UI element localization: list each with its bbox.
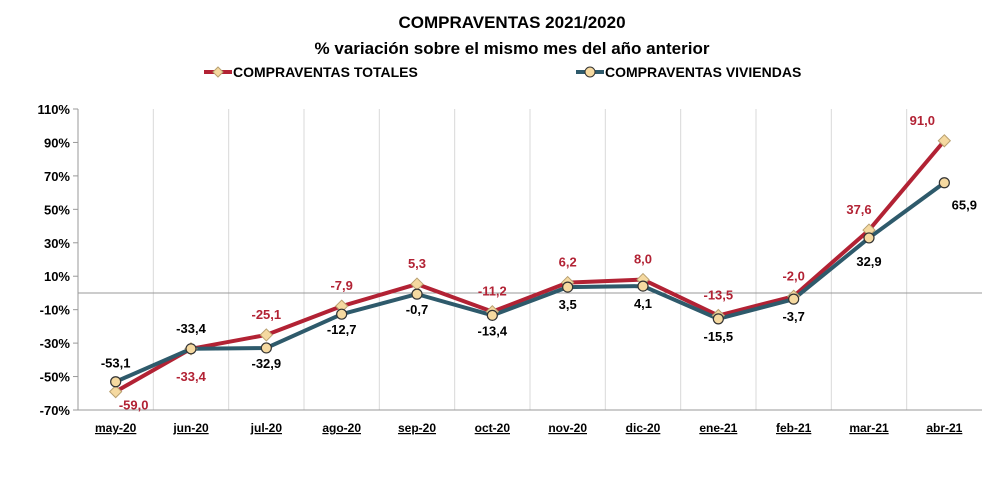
- axes: 110% 90% 70% 50% 30% 10% -10% -30% -50% -70% may-2…: [37, 102, 982, 435]
- data-point-viviendas: [411, 288, 423, 300]
- data-label-totales: -7,9: [330, 278, 352, 293]
- data-point-totales: [108, 384, 123, 399]
- series-line-viviendas: [114, 181, 946, 384]
- x-tick-label: dic-20: [626, 421, 661, 435]
- data-label-viviendas: -13,4: [478, 323, 508, 338]
- legend-item-viviendas: COMPRAVENTAS VIVIENDAS: [576, 64, 801, 80]
- data-label-viviendas: -15,5: [704, 329, 734, 344]
- y-tick-label: -30%: [40, 336, 71, 351]
- grid: [152, 109, 908, 410]
- y-tick-label: 30%: [44, 236, 70, 251]
- series-group: [108, 134, 952, 399]
- data-label-totales: -59,0: [119, 398, 149, 413]
- data-label-viviendas: 32,9: [856, 254, 881, 269]
- y-tick-label: 110%: [37, 102, 70, 117]
- data-label-totales: 6,2: [559, 255, 577, 270]
- data-label-viviendas: -3,7: [782, 309, 804, 324]
- data-label-totales: -25,1: [252, 307, 282, 322]
- data-label-viviendas: -53,1: [101, 356, 131, 371]
- y-tick-label: -10%: [40, 303, 71, 318]
- y-tick-label: -70%: [40, 403, 71, 418]
- data-point-viviendas: [863, 232, 875, 244]
- data-point-viviendas: [637, 280, 649, 292]
- y-tick-label: 70%: [44, 169, 70, 184]
- y-tick-label: 10%: [44, 269, 70, 284]
- data-point-viviendas: [110, 376, 122, 388]
- legend-marker-totales: [212, 66, 224, 78]
- data-label-viviendas: 65,9: [952, 198, 977, 213]
- data-label-totales: 5,3: [408, 256, 426, 271]
- x-tick-label: mar-21: [849, 421, 889, 435]
- data-point-viviendas: [788, 293, 800, 305]
- series-line-totales: [114, 139, 946, 394]
- data-point-viviendas: [260, 342, 272, 354]
- data-label-totales: 8,0: [634, 252, 652, 267]
- legend-marker-viviendas: [584, 66, 596, 78]
- x-tick-label: jun-20: [172, 421, 209, 435]
- data-label-viviendas: 3,5: [559, 297, 577, 312]
- data-point-viviendas: [712, 313, 724, 325]
- chart-subtitle: % variación sobre el mismo mes del año a…: [315, 39, 710, 58]
- y-tick-label: -50%: [40, 370, 71, 385]
- x-tick-label: feb-21: [776, 421, 812, 435]
- data-label-viviendas: -33,4: [176, 321, 206, 336]
- chart-title: COMPRAVENTAS 2021/2020: [398, 13, 625, 32]
- data-label-viviendas: -32,9: [252, 356, 282, 371]
- x-tick-label: jul-20: [250, 421, 283, 435]
- data-point-totales: [410, 277, 424, 291]
- data-label-totales: -11,2: [478, 284, 507, 299]
- legend: COMPRAVENTAS TOTALES COMPRAVENTAS VIVIEN…: [204, 64, 801, 80]
- data-label-totales: -33,4: [176, 369, 206, 384]
- data-point-viviendas: [562, 281, 574, 293]
- data-point-viviendas: [185, 343, 197, 355]
- data-point-viviendas: [938, 177, 950, 189]
- x-tick-label: nov-20: [548, 421, 587, 435]
- legend-label-totales: COMPRAVENTAS TOTALES: [233, 64, 418, 80]
- data-point-totales: [259, 328, 274, 342]
- x-tick-label: sep-20: [398, 421, 436, 435]
- x-tick-label: abr-21: [926, 421, 962, 435]
- data-label-viviendas: -0,7: [406, 302, 428, 317]
- data-label-totales: -2,0: [782, 268, 804, 283]
- data-point-totales: [937, 134, 952, 148]
- x-tick-label: oct-20: [475, 421, 511, 435]
- x-tick-label: may-20: [95, 421, 137, 435]
- data-point-viviendas: [486, 309, 498, 321]
- x-tick-label: ago-20: [322, 421, 361, 435]
- legend-label-viviendas: COMPRAVENTAS VIVIENDAS: [605, 64, 801, 80]
- data-label-viviendas: -12,7: [327, 322, 357, 337]
- x-tick-label: ene-21: [699, 421, 737, 435]
- legend-item-totales: COMPRAVENTAS TOTALES: [204, 64, 418, 80]
- data-label-totales: 37,6: [846, 202, 871, 217]
- data-label-viviendas: 4,1: [634, 296, 652, 311]
- data-point-viviendas: [336, 308, 348, 320]
- y-tick-label: 50%: [44, 202, 70, 217]
- data-labels: -59,0 -33,4 -25,1 -7,9 5,3 -11,2 6,2 8,0 -13,5 -2…: [101, 113, 977, 413]
- data-label-totales: 91,0: [910, 113, 935, 128]
- data-label-totales: -13,5: [704, 288, 734, 303]
- y-tick-label: 90%: [44, 135, 70, 150]
